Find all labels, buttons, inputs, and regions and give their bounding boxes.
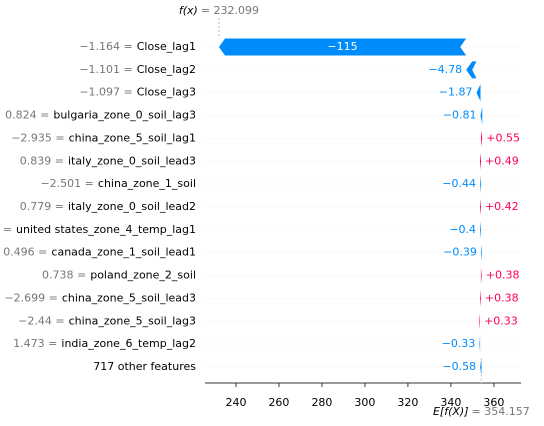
x-tick-label: 300 [354,396,375,409]
feature-value: 1.473 = [13,337,57,350]
fx-value: = 232.099 [201,4,259,17]
feature-value: −1.101 = [79,63,132,76]
value-label: +0.42 [485,200,519,213]
feature-name: Close_lag3 [137,86,196,99]
value-label: +0.55 [486,131,520,144]
feature-value: 0.496 = [3,246,47,259]
value-label: +0.38 [485,291,519,304]
base-name: E[f(X)] [433,405,469,418]
feature-name: united states_zone_4_temp_lag1 [16,223,196,236]
value-label: −0.4 [449,223,476,236]
value-label: −0.44 [442,177,476,190]
value-label: +0.49 [485,154,519,167]
feature-label: −2.501 = china_zone_1_soil [40,177,196,190]
value-label: −4.78 [428,63,462,76]
value-label: −0.39 [443,246,477,259]
x-tick-label: 340 [440,396,461,409]
feature-name: 717 other features [93,360,196,373]
value-label: −0.81 [443,109,477,122]
feature-value: 0.779 = [20,200,64,213]
fx-name: f(x) [179,4,198,17]
feature-value: 0.607 = [0,223,12,236]
shap-bar [479,175,481,193]
value-label: −115 [327,40,357,53]
shap-bar [480,267,482,285]
value-label: −1.87 [439,86,473,99]
feature-name: china_zone_5_soil_lag3 [69,314,196,327]
feature-name: canada_zone_1_soil_lead1 [51,246,196,259]
feature-name: italy_zone_0_soil_lead2 [68,200,196,213]
x-tick-label: 320 [397,396,418,409]
feature-value: −2.501 = [40,177,93,190]
feature-value: −2.699 = [4,291,57,304]
feature-label: −2.935 = china_zone_5_soil_lag1 [11,131,196,144]
shap-bar [480,107,483,125]
feature-label: 717 other features [93,360,196,373]
feature-value: −1.097 = [79,86,132,99]
value-label: +0.38 [486,269,520,282]
shap-bar [479,152,482,170]
feature-name: china_zone_1_soil [98,177,196,190]
feature-label: 0.738 = poland_zone_2_soil [42,269,196,282]
x-tick-label: 240 [225,396,246,409]
feature-name: china_zone_5_soil_lag1 [69,131,196,144]
feature-label: −2.699 = china_zone_5_soil_lead3 [4,291,196,304]
feature-value: 0.824 = [5,109,49,122]
shap-bar [476,84,481,102]
x-tick-label: 280 [311,396,332,409]
x-tick-label: 360 [483,396,504,409]
feature-value: 0.738 = [42,269,86,282]
feature-name: china_zone_5_soil_lead3 [62,291,196,304]
fx-label: f(x) = 232.099 [179,4,259,17]
feature-label: −2.44 = china_zone_5_soil_lag3 [18,314,196,327]
shap-bar [480,244,482,262]
feature-label: 0.496 = canada_zone_1_soil_lead1 [3,246,196,259]
feature-name: bulgaria_zone_0_soil_lag3 [53,109,196,122]
feature-name: poland_zone_2_soil [90,269,196,282]
feature-label: 0.779 = italy_zone_0_soil_lead2 [20,200,196,213]
feature-name: Close_lag1 [137,40,196,53]
feature-label: −1.164 = Close_lag1 [79,40,196,53]
shap-bar [480,198,481,216]
shap-bar [479,312,481,330]
feature-label: 0.607 = united states_zone_4_temp_lag1 [0,223,196,236]
feature-value: −2.935 = [11,131,64,144]
shap-bar [479,335,481,353]
base-label: E[f(X)] = 354.157 [433,405,530,418]
shap-bar [218,38,467,56]
value-label: +0.33 [484,314,518,327]
feature-value: −1.164 = [79,40,132,53]
base-value: = 354.157 [472,405,530,418]
feature-label: −1.101 = Close_lag2 [79,63,196,76]
x-tick-label: 260 [268,396,289,409]
shap-bar [480,358,482,376]
value-label: −0.58 [442,360,476,373]
feature-value: 0.839 = [20,154,64,167]
shap-bar [481,129,483,147]
feature-value: −2.44 = [18,314,64,327]
feature-label: 0.824 = bulgaria_zone_0_soil_lag3 [5,109,196,122]
value-label: −0.33 [442,337,476,350]
feature-name: Close_lag2 [137,63,196,76]
shap-bar [466,61,477,79]
feature-label: 0.839 = italy_zone_0_soil_lead3 [20,154,196,167]
feature-name: india_zone_6_temp_lag2 [61,337,196,350]
feature-label: −1.097 = Close_lag3 [79,86,196,99]
shap-bar [480,221,481,239]
feature-label: 1.473 = india_zone_6_temp_lag2 [13,337,196,350]
shap-bar [480,289,481,307]
feature-name: italy_zone_0_soil_lead3 [68,154,196,167]
